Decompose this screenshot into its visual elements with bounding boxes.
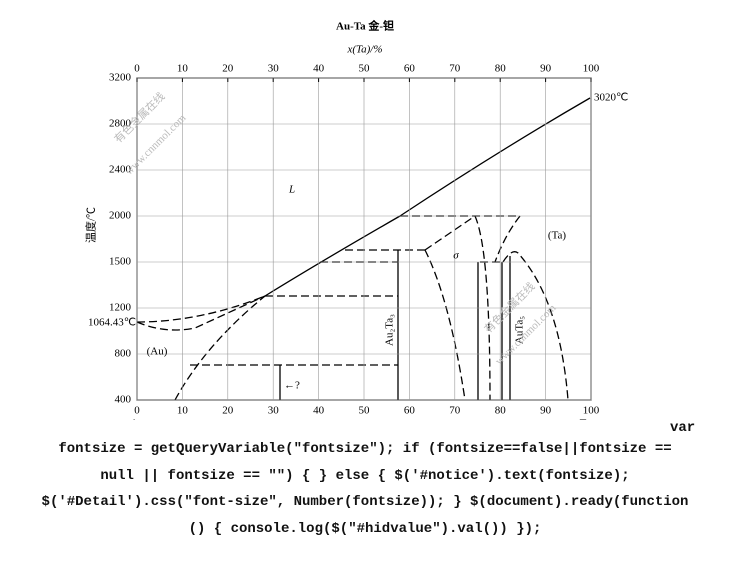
- top-tick-label: 90: [540, 63, 552, 75]
- code-line: null || fontsize == ″″) { } else { $('#n…: [100, 468, 630, 484]
- region-label: L: [288, 184, 295, 196]
- top-tick-label: 80: [495, 63, 507, 75]
- code-line: fontsize = getQueryVariable(″fontsize″);…: [58, 441, 672, 457]
- top-tick-label: 10: [177, 63, 189, 75]
- bottom-tick-label: 80: [495, 405, 507, 417]
- bottom-tick-label: 20: [222, 405, 234, 417]
- annotation: 1064.43℃: [88, 317, 136, 329]
- y-tick-label: 1500: [109, 256, 132, 268]
- bottom-tick-label: 70: [449, 405, 461, 417]
- y-tick-label: 3200: [109, 72, 132, 84]
- bottom-axis-label: w(Ta)/%: [346, 419, 384, 420]
- y-tick-label: 400: [115, 394, 132, 406]
- title: Au-Ta 金-钽: [336, 19, 394, 33]
- y-tick-label: 800: [115, 348, 132, 360]
- phase-boundaries: [136, 97, 591, 401]
- y-tick-label: 1200: [109, 302, 132, 314]
- right-end-label: Ta: [580, 418, 591, 420]
- bottom-tick-label: 50: [359, 405, 371, 417]
- sigma-boundaries: [424, 215, 521, 401]
- bottom-tick-label: 30: [268, 405, 280, 417]
- code-line: () { console.log($(″#hidvalue″).val()) }…: [188, 521, 542, 537]
- top-axis-label: x(Ta)/%: [346, 44, 382, 56]
- code-line: var: [670, 420, 696, 436]
- code-line: $('#Detail').css(″font-size″, Number(fon…: [41, 494, 689, 510]
- compound-lines: [279, 250, 511, 400]
- y-tick-label: 2000: [109, 210, 132, 222]
- region-label: (Ta): [548, 230, 566, 242]
- region-label: (Au): [147, 346, 168, 358]
- y-tick-label: 2400: [109, 164, 132, 176]
- top-tick-label: 100: [583, 63, 600, 75]
- liquidus-au: [136, 295, 266, 331]
- phase-label: AuTa₅: [514, 316, 526, 344]
- y-axis-label: 温度/℃: [84, 207, 98, 243]
- annotation: 3020℃: [594, 92, 628, 104]
- left-end-label: Au: [130, 418, 144, 420]
- bottom-tick-label: 10: [177, 405, 189, 417]
- top-tick-label: 70: [449, 63, 461, 75]
- phase-diagram: Au-Ta 金-钽 x(Ta)/% w(Ta)/% 温度/℃ 0 10 20 30 40 50 60…: [84, 19, 629, 420]
- region-label: σ: [453, 250, 459, 262]
- y-tick-label: 2800: [109, 118, 132, 130]
- bottom-tick-label: 0: [134, 405, 140, 417]
- bottom-tick-label: 100: [583, 405, 600, 417]
- top-tick-label: 0: [134, 63, 140, 75]
- annotation: ←?: [284, 380, 300, 392]
- top-tick-label: 60: [404, 63, 416, 75]
- solidus: [136, 295, 266, 401]
- top-tick-label: 40: [313, 63, 325, 75]
- liquidus: [264, 97, 591, 297]
- isotherms: [190, 215, 520, 366]
- top-tick-label: 30: [268, 63, 280, 75]
- top-tick-label: 50: [359, 63, 371, 75]
- phase-label: Au₂Ta₃: [384, 314, 396, 346]
- bottom-tick-label: 90: [540, 405, 552, 417]
- bottom-tick-label: 60: [404, 405, 416, 417]
- bottom-tick-label: 40: [313, 405, 325, 417]
- top-tick-label: 20: [222, 63, 234, 75]
